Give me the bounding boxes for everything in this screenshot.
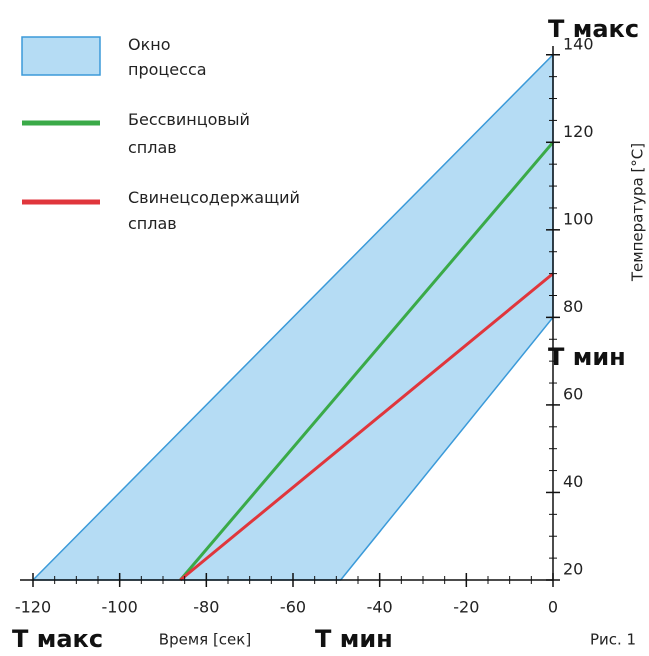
x-tick-label: 0: [548, 598, 558, 617]
y-tick-label: 20: [563, 560, 583, 579]
series-line: [179, 141, 555, 581]
x-tick-label: -20: [453, 598, 479, 617]
x-tick-label: -100: [102, 598, 138, 617]
x-axis-label: Время [сек]: [159, 631, 251, 649]
y-tick-label: 100: [563, 209, 594, 228]
x-tick-label: -40: [367, 598, 393, 617]
x-tick-label: -120: [15, 598, 51, 617]
legend-line: процесса: [128, 60, 207, 79]
x-tick-label: -80: [193, 598, 219, 617]
legend-line: Свинецсодержащий: [128, 188, 300, 207]
x-tick-label: -60: [280, 598, 306, 617]
legend-line: Окно: [128, 35, 171, 54]
caption: Рис. 1: [590, 631, 636, 649]
legend-line: Бессвинцовый: [128, 110, 250, 129]
annotation: T макс: [12, 625, 103, 653]
y-tick-label: 40: [563, 472, 583, 491]
legend-label: Бессвинцовый сплав: [128, 110, 250, 157]
legend-label: Свинецсодержащий сплав: [128, 188, 300, 233]
annotation: T мин: [315, 625, 393, 653]
series-line: [179, 272, 554, 582]
y-tick-label: 60: [563, 384, 583, 403]
y-axis-label: Температура [°C]: [629, 143, 647, 282]
annotation: T мин: [548, 343, 626, 371]
legend-swatch: [21, 36, 101, 76]
legend-line: сплав: [128, 138, 177, 157]
legend-line: сплав: [128, 214, 177, 233]
y-tick-label: 80: [563, 297, 583, 316]
annotation: T макс: [548, 15, 639, 43]
legend-label: Окно процесса: [128, 35, 207, 79]
y-tick-label: 140: [563, 34, 594, 53]
y-tick-label: 120: [563, 122, 594, 141]
process-window: [31, 52, 554, 581]
